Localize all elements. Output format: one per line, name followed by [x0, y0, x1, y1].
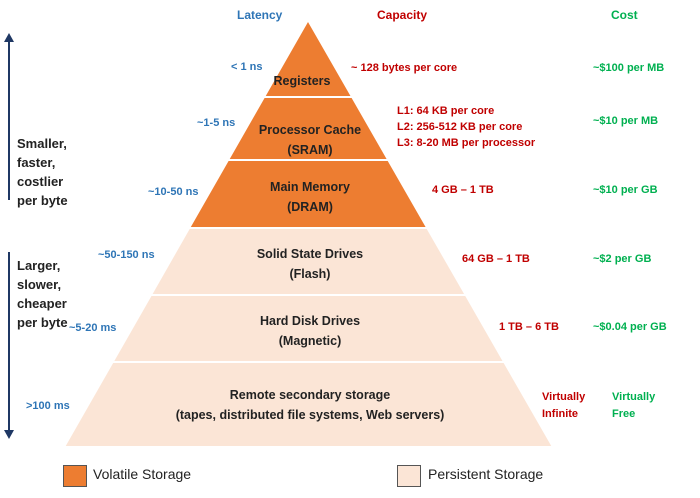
left-arrows — [4, 33, 14, 439]
side-line: Smaller, — [17, 136, 67, 151]
top-side-label: Smaller, faster, costlier per byte — [17, 134, 68, 210]
legend-volatile-label: Volatile Storage — [93, 466, 192, 482]
level-name: Hard Disk Drives — [259, 314, 361, 328]
capacity-line: L2: 256-512 KB per core — [397, 121, 523, 133]
level-subname: (Flash) — [289, 267, 331, 281]
latency-hdd: ~5-20 ms — [69, 322, 117, 334]
level-name: Processor Cache — [258, 123, 362, 137]
latency-remote: >100 ms — [26, 400, 70, 412]
down-arrow-icon — [4, 430, 14, 439]
cost-line: Virtually — [612, 391, 656, 403]
latency-cache: ~1-5 ns — [197, 117, 236, 129]
level-subname: (SRAM) — [287, 143, 333, 157]
cost-ssd: ~$2 per GB — [593, 253, 652, 265]
level-name: Main Memory — [270, 180, 350, 194]
level-processor-cache: Processor Cache (SRAM) — [230, 120, 390, 160]
cost-line: Free — [612, 408, 636, 420]
capacity-main-memory: 4 GB – 1 TB — [432, 184, 494, 196]
pyramid-outline — [63, 18, 554, 448]
level-main-memory: Main Memory (DRAM) — [230, 177, 390, 217]
side-line: Larger, — [17, 258, 61, 273]
capacity-line: Virtually — [542, 391, 586, 403]
level-subname: (tapes, distributed file systems, Web se… — [175, 408, 445, 422]
latency-header: Latency — [237, 8, 283, 22]
side-line: per byte — [17, 193, 68, 208]
cost-registers: ~$100 per MB — [593, 62, 665, 74]
latency-main-memory: ~10-50 ns — [148, 186, 199, 198]
side-line: per byte — [17, 315, 68, 330]
legend-persistent-swatch — [397, 465, 421, 487]
latency-ssd: ~50-150 ns — [98, 249, 155, 261]
capacity-cache: L1: 64 KB per core L2: 256-512 KB per co… — [397, 103, 535, 151]
capacity-line: L1: 64 KB per core — [397, 105, 495, 117]
level-remote-storage: Remote secondary storage (tapes, distrib… — [130, 385, 490, 425]
capacity-hdd: 1 TB – 6 TB — [499, 321, 559, 333]
level-name: Remote secondary storage — [229, 388, 391, 402]
cost-hdd: ~$0.04 per GB — [593, 321, 667, 333]
cost-remote: Virtually Free — [612, 389, 655, 423]
capacity-header: Capacity — [377, 8, 428, 22]
side-line: cheaper — [17, 296, 67, 311]
capacity-line: L3: 8-20 MB per processor — [397, 137, 536, 149]
up-arrow-icon — [4, 33, 14, 42]
cost-main-memory: ~$10 per GB — [593, 184, 658, 196]
side-line: slower, — [17, 277, 62, 292]
capacity-line: Infinite — [542, 408, 579, 420]
level-name: Registers — [273, 74, 331, 88]
capacity-registers: ~ 128 bytes per core — [351, 62, 458, 74]
cost-header: Cost — [611, 8, 638, 22]
legend-volatile-swatch — [63, 465, 87, 487]
level-hdd: Hard Disk Drives (Magnetic) — [190, 311, 430, 351]
level-ssd: Solid State Drives (Flash) — [200, 244, 420, 284]
capacity-ssd: 64 GB – 1 TB — [462, 253, 530, 265]
side-line: costlier — [17, 174, 64, 189]
level-registers: Registers — [262, 71, 342, 91]
latency-registers: < 1 ns — [231, 61, 263, 73]
capacity-remote: Virtually Infinite — [542, 389, 585, 423]
side-line: faster, — [17, 155, 56, 170]
level-name: Solid State Drives — [256, 247, 364, 261]
legend-persistent-label: Persistent Storage — [428, 466, 544, 482]
level-subname: (DRAM) — [287, 200, 333, 214]
bottom-side-label: Larger, slower, cheaper per byte — [17, 256, 68, 332]
level-subname: (Magnetic) — [278, 334, 342, 348]
cost-cache: ~$10 per MB — [593, 115, 659, 127]
